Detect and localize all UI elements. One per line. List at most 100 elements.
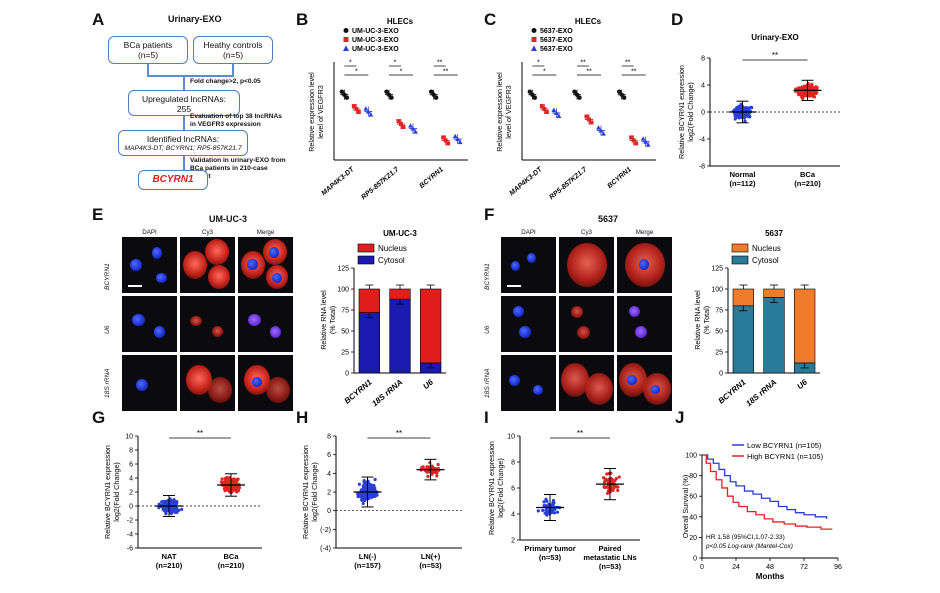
chart-c-point-1-2-2: [601, 131, 606, 136]
chart-g-point-0-133: [169, 511, 173, 516]
chart-g-xtick-0: NAT: [162, 552, 177, 561]
chart-c-sig-b-2: **: [631, 69, 637, 76]
chart-d-point-1-184: [810, 86, 814, 90]
panel-label-h: H: [296, 408, 309, 427]
chart-e-ytick-0: 0: [345, 371, 349, 378]
chart-e-ytick-5: 125: [337, 266, 349, 273]
chart-b-sig-a-0: *: [349, 60, 352, 67]
chart-d-point-1-89: [815, 85, 819, 90]
chart-b-sig-b-1: *: [400, 69, 403, 76]
chart-i-point-0-30: [545, 513, 549, 517]
chart-d-ytick-1: 4: [701, 83, 705, 90]
panel-label-c: C: [484, 10, 497, 29]
chart-i-xtick-1-b: metastatic LNs: [583, 553, 636, 562]
chart-j-ytick-2: 60: [689, 494, 697, 501]
chart-i-point-0-4: [536, 509, 540, 513]
chart-b-xtick-2: BCYRN1: [418, 166, 445, 190]
chart-g-point-1-55: [220, 477, 224, 481]
chart-h-point-0-148: [371, 492, 375, 496]
chart-c-point-2-1-2: [634, 141, 639, 146]
chart-c-legend-marker-2: [531, 45, 537, 51]
panel-label-j: J: [675, 408, 685, 427]
chart-j-xtick-1: 24: [732, 564, 740, 571]
chart-i-point-0-32: [555, 510, 560, 514]
chart-i-point-1-40: [614, 476, 618, 481]
chart-e-legend-swatch-cytosol: [357, 255, 375, 265]
chart-h-point-1-40: [426, 465, 431, 470]
flow-box2-n: 255: [176, 104, 192, 114]
chart-i-ylabel-0: Relative BCYRN1 expression: [487, 441, 496, 535]
chart-g-ylabel-1: log2(Fold Change): [112, 462, 121, 522]
chart-c-ylabel-0: Relative expression level: [495, 72, 504, 152]
chart-g-point-0-176: [157, 502, 161, 506]
chart-d-point-1-198: [809, 92, 813, 96]
chart-d-ytick-4: -8: [699, 164, 705, 171]
chart-i-nlabel-0: (n=53): [539, 553, 562, 562]
chart-f-bar-nucleus-2: [794, 288, 816, 364]
chart-f-xtick-1: 18S rRNA: [744, 377, 778, 408]
micro-f-dapi-18s: [501, 355, 556, 411]
chart-c-point-1-2-1: [598, 128, 604, 133]
chart-b-point-1-1-2: [401, 125, 406, 130]
chart-b-point-2-0-0: [428, 89, 434, 94]
micro-e-cy3-bcyrn1: [180, 237, 235, 293]
micro-e-row-bcyrn1: BCYRN1: [104, 263, 111, 290]
micro-e-dapi-18s: [122, 355, 177, 411]
chart-d-point-0-100: [736, 105, 740, 109]
chart-i-ytick-2: 6: [511, 486, 515, 493]
micro-f-title: 5637: [597, 214, 619, 224]
chart-g-nlabel-1: (n=210): [218, 561, 245, 570]
micro-e-cy3-18s: [180, 355, 235, 411]
chart-d-point-0-101: [737, 108, 741, 112]
chart-i-ylabel-1: log2(Fold Change): [496, 458, 505, 518]
micro-f-header-dapi: DAPI: [521, 229, 536, 236]
chart-j-xlabel: Months: [756, 572, 785, 581]
micro-f-header-cy3: Cy3: [580, 229, 592, 236]
chart-f-ylabel-1: (% Total): [702, 306, 711, 334]
chart-h-point-0-141: [373, 486, 377, 490]
chart-f-title: 5637: [765, 229, 783, 238]
flow-box-identified: Identified lncRNAs: MAP4K3-DT; BCYRN1; R…: [118, 130, 248, 156]
chart-c-point-0-0-0: [527, 89, 533, 94]
micro-f-merge-u6: [617, 296, 672, 352]
chart-j-ylabel-0: Overall Survival (%): [681, 475, 690, 539]
chart-c-legend-label-0: 5637-EXO: [540, 28, 573, 35]
chart-b-legend-marker-1: [343, 37, 349, 42]
micro-e-cy3-u6: [180, 296, 235, 352]
chart-b-point-1-0-0: [384, 89, 389, 94]
micro-f-cy3-bcyrn1: [559, 237, 614, 293]
chart-h-nlabel-0: (n=157): [354, 561, 381, 570]
chart-c-point-2-0-1: [619, 92, 624, 97]
chart-c-sig-a-1: **: [580, 60, 586, 67]
flow-bca-label: BCa patients: [123, 40, 173, 50]
chart-i-point-0-49: [545, 499, 549, 503]
chart-c-title: HLECs: [575, 17, 602, 26]
micro-f-merge-18s: [617, 355, 672, 411]
chart-j-xtick-0: 0: [700, 564, 704, 571]
chart-b-point-0-1-2: [356, 110, 361, 115]
chart-i-point-0-37: [544, 508, 548, 512]
chart-g-point-0-152: [165, 507, 169, 511]
chart-i-ytick-0: 10: [507, 434, 515, 441]
chart-h-ylabel-0: Relative BCYRN1 expression: [301, 445, 310, 539]
flow-arrow-1b: [232, 64, 234, 76]
chart-g-ytick-2: 6: [129, 462, 133, 469]
flow-step-1: Fold change>2, p<0.05: [190, 78, 261, 85]
chart-f-legend-swatch-nucleus: [731, 243, 749, 253]
chart-e-ytick-2: 50: [341, 329, 349, 336]
chart-h-point-0-26: [373, 477, 377, 482]
micro-e-header-cy3: Cy3: [201, 229, 213, 236]
chart-c-point-0-0-2: [532, 95, 538, 100]
chart-i-point-1-49: [606, 485, 610, 489]
chart-d-xtick-0: Normal: [730, 170, 756, 179]
chart-g-point-0-159: [160, 500, 165, 504]
panel-label-e: E: [92, 205, 104, 224]
chart-c-sig-b-1: **: [586, 69, 592, 76]
chart-c-xtick-0: MAP4K3-DT: [508, 166, 544, 198]
chart-h-ytick-6: (-4): [320, 546, 331, 553]
chart-c-point-1-0-2: [577, 95, 582, 100]
chart-b-point-0-0-2: [344, 95, 350, 100]
chart-c-legend-label-1: 5637-EXO: [540, 37, 573, 44]
chart-d-point-0-102: [750, 106, 754, 110]
